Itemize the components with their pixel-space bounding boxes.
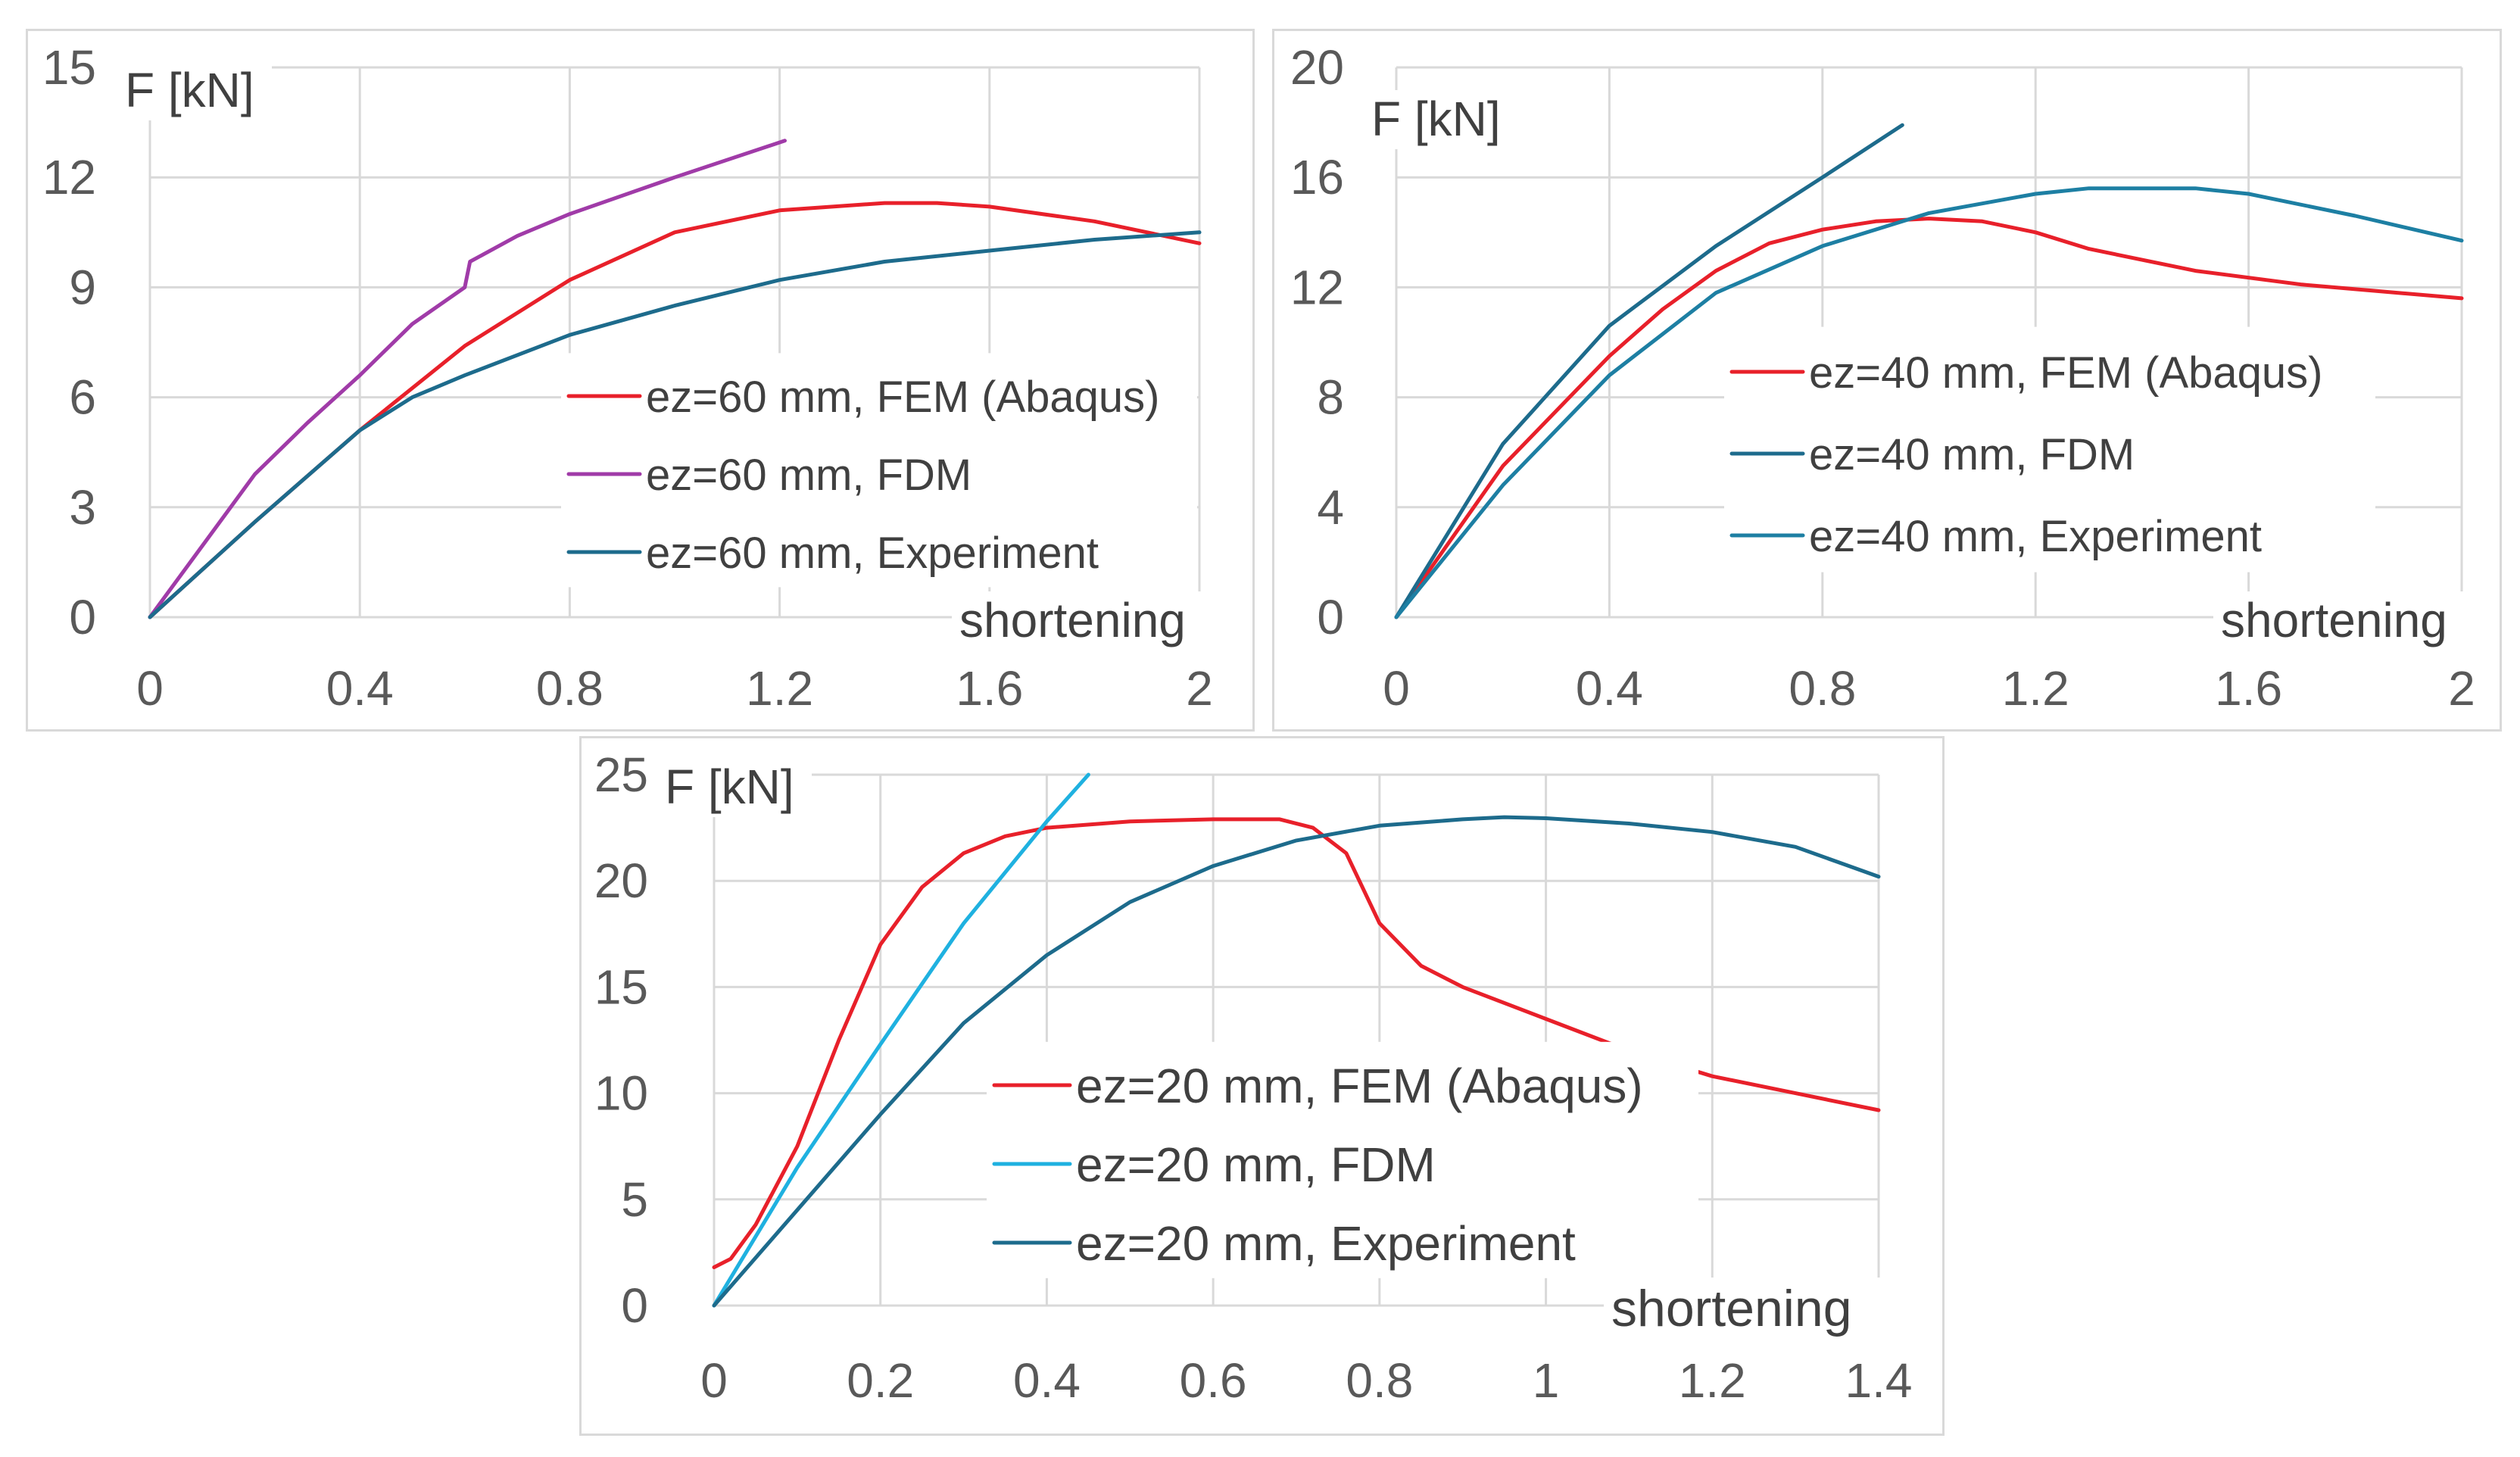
series-line-3 [1394,186,2464,619]
x-axis-title: shortening [2221,593,2447,647]
x-tick-label: 0.8 [1346,1353,1413,1408]
series-line-2 [1394,123,1904,619]
legend-label: ez=20 mm, Experiment [1076,1216,1576,1271]
y-axis-title: F [kN] [665,760,794,814]
x-tick-label: 0.8 [1789,661,1856,716]
y-tick-label: 0 [69,590,96,644]
x-tick-label: 1.4 [1845,1353,1913,1408]
x-axis-title-bg [1604,1278,1892,1341]
y-tick-label: 4 [1317,480,1344,535]
legend-label: ez=40 mm, FEM (Abaqus) [1809,348,2323,398]
y-tick-label: 0 [1317,590,1344,644]
y-tick-label: 20 [594,853,648,908]
y-axis-title-bg [1367,90,1518,149]
y-tick-label: 15 [42,40,96,95]
x-tick-label: 2 [1186,661,1213,716]
series-line-2 [148,139,787,619]
x-tick-label: 2 [2448,661,2475,716]
chart-ez20: 0 0.2 0.4 0.6 0.8 1 1.2 1.4 0 5 10 15 20 25 F [kN] shor… [594,747,1913,1408]
x-tick-label: 0.4 [1576,661,1643,716]
x-tick-label: 0.4 [1013,1353,1081,1408]
legend-label: ez=60 mm, FEM (Abaqus) [646,373,1160,422]
legend-bg [987,1041,1698,1278]
x-tick-label: 0 [1383,661,1410,716]
y-tick-label: 15 [594,959,648,1014]
y-tick-label: 0 [621,1278,648,1333]
x-axis-title-bg [952,591,1209,652]
y-tick-label: 16 [1290,150,1344,204]
y-tick-label: 25 [594,747,648,802]
y-tick-label: 5 [621,1172,648,1227]
x-tick-label: 0.4 [326,661,394,716]
chart-ez60: 0 0.4 0.8 1.2 1.6 2 0 3 6 9 12 15 F [kN] shortening ez… [42,40,1213,716]
x-tick-label: 0 [136,661,164,716]
legend-label: ez=60 mm, Experiment [646,529,1099,578]
x-tick-label: 0.8 [536,661,603,716]
x-tick-label: 0 [700,1353,728,1408]
legend-label: ez=20 mm, FDM [1076,1137,1436,1192]
chart-panel-ez60: 0 0.4 0.8 1.2 1.6 2 0 3 6 9 12 15 F [kN] shortening ez… [26,29,1255,732]
series-line-3 [712,815,1881,1308]
x-tick-label: 1.2 [746,661,813,716]
y-tick-label: 6 [69,370,96,425]
series-line-1 [1394,217,2464,619]
legend-label: ez=40 mm, Experiment [1809,512,2262,561]
chart-panel-ez20: 0 0.2 0.4 0.6 0.8 1 1.2 1.4 0 5 10 15 20 25 F [kN] shor… [579,736,1945,1436]
series-line-1 [712,817,1881,1269]
x-tick-label: 1 [1533,1353,1560,1408]
legend-label: ez=60 mm, FDM [646,451,972,500]
y-axis-title: F [kN] [125,63,254,117]
x-axis-title: shortening [959,593,1186,647]
y-tick-label: 12 [1290,260,1344,314]
legend-label: ez=20 mm, FEM (Abaqus) [1076,1059,1643,1113]
x-tick-label: 1.6 [956,661,1023,716]
x-axis-title: shortening [1611,1280,1852,1337]
x-tick-label: 0.6 [1180,1353,1247,1408]
y-tick-label: 8 [1317,370,1344,425]
legend-bg [1724,326,2375,573]
x-tick-label: 1.2 [2002,661,2069,716]
x-tick-label: 1.2 [1679,1353,1746,1408]
y-tick-label: 20 [1290,40,1344,95]
y-axis-title-bg [660,758,812,817]
legend-bg [561,353,1197,588]
x-tick-label: 1.6 [2215,661,2282,716]
y-tick-label: 3 [69,480,96,535]
y-tick-label: 9 [69,260,96,314]
series-line-2 [712,772,1090,1308]
series-line-3 [148,230,1202,619]
y-axis-title: F [kN] [1371,92,1501,146]
x-tick-label: 0.2 [847,1353,914,1408]
y-axis-title-bg [120,61,272,120]
legend-label: ez=40 mm, FDM [1809,430,2135,479]
x-axis-title-bg [2213,591,2471,652]
chart-panel-ez40: 0 0.4 0.8 1.2 1.6 2 0 4 8 12 16 20 F [kN] shortening e… [1272,29,2502,732]
y-tick-label: 12 [42,150,96,204]
y-tick-label: 10 [594,1066,648,1121]
